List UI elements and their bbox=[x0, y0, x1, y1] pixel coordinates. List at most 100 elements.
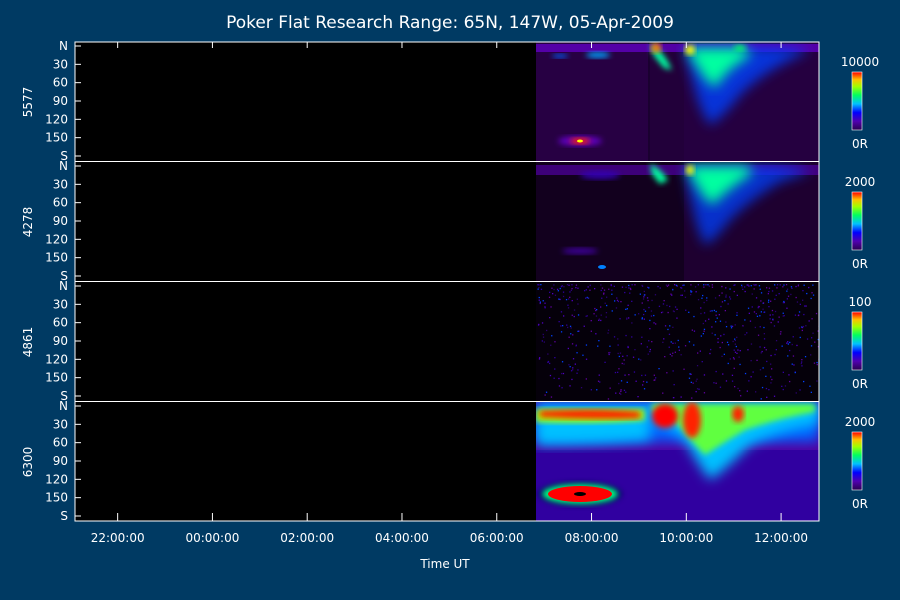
noise-pixel bbox=[597, 345, 599, 347]
noise-pixel bbox=[585, 378, 587, 380]
noise-pixel bbox=[727, 303, 729, 305]
noise-pixel bbox=[783, 284, 785, 286]
noise-pixel bbox=[614, 300, 616, 302]
noise-pixel bbox=[721, 292, 723, 294]
noise-pixel bbox=[771, 368, 773, 370]
y-tick-label: N bbox=[59, 399, 68, 413]
noise-pixel bbox=[786, 298, 788, 300]
noise-pixel bbox=[739, 390, 741, 392]
noise-pixel bbox=[674, 351, 676, 353]
noise-pixel bbox=[571, 314, 573, 316]
noise-pixel bbox=[701, 361, 703, 363]
noise-pixel bbox=[791, 287, 793, 289]
noise-pixel bbox=[735, 345, 737, 348]
noise-pixel bbox=[714, 297, 717, 299]
noise-pixel bbox=[729, 358, 731, 360]
noise-pixel bbox=[715, 314, 717, 316]
noise-pixel bbox=[784, 385, 787, 387]
noise-pixel bbox=[814, 341, 816, 343]
noise-pixel bbox=[694, 286, 697, 288]
noise-pixel bbox=[680, 294, 682, 296]
noise-pixel bbox=[611, 293, 613, 295]
noise-pixel bbox=[561, 387, 563, 389]
noise-pixel bbox=[804, 305, 806, 307]
noise-pixel bbox=[808, 286, 810, 289]
noise-pixel bbox=[697, 352, 699, 354]
noise-pixel bbox=[539, 301, 541, 303]
noise-pixel bbox=[586, 296, 588, 299]
noise-pixel bbox=[791, 343, 793, 346]
noise-pixel bbox=[575, 344, 577, 346]
noise-pixel bbox=[773, 325, 776, 327]
noise-pixel bbox=[584, 290, 586, 292]
noise-pixel bbox=[741, 286, 743, 288]
noise-pixel bbox=[649, 348, 651, 351]
noise-pixel bbox=[560, 285, 563, 288]
noise-pixel bbox=[737, 387, 739, 390]
noise-pixel bbox=[766, 287, 768, 289]
noise-pixel bbox=[678, 346, 680, 348]
noise-pixel bbox=[736, 352, 738, 354]
noise-pixel bbox=[733, 358, 735, 360]
noise-pixel bbox=[692, 382, 694, 384]
noise-pixel bbox=[611, 289, 613, 291]
noise-pixel bbox=[681, 294, 683, 296]
noise-pixel bbox=[572, 367, 574, 369]
noise-pixel bbox=[709, 310, 711, 312]
noise-pixel bbox=[538, 296, 540, 299]
noise-pixel bbox=[585, 297, 587, 299]
noise-pixel bbox=[607, 329, 610, 331]
noise-pixel bbox=[572, 358, 575, 360]
noise-pixel bbox=[754, 326, 756, 329]
noise-pixel bbox=[705, 284, 707, 286]
noise-pixel bbox=[736, 314, 738, 316]
noise-pixel bbox=[759, 288, 761, 290]
noise-pixel bbox=[786, 342, 788, 344]
noise-pixel bbox=[668, 333, 671, 335]
noise-pixel bbox=[760, 398, 762, 400]
noise-pixel bbox=[767, 293, 769, 295]
noise-pixel bbox=[646, 381, 648, 383]
noise-pixel bbox=[816, 363, 818, 366]
noise-pixel bbox=[680, 354, 682, 356]
noise-pixel bbox=[541, 340, 543, 342]
noise-pixel bbox=[621, 286, 624, 288]
noise-pixel bbox=[690, 293, 692, 296]
noise-pixel bbox=[798, 327, 801, 329]
noise-pixel bbox=[691, 397, 693, 399]
noise-pixel bbox=[638, 358, 640, 360]
noise-pixel bbox=[600, 314, 602, 316]
noise-pixel bbox=[585, 344, 588, 346]
noise-pixel bbox=[811, 292, 813, 294]
noise-pixel bbox=[789, 349, 791, 352]
noise-pixel bbox=[729, 298, 732, 300]
noise-pixel bbox=[643, 296, 645, 298]
noise-pixel bbox=[706, 297, 708, 299]
noise-pixel bbox=[615, 307, 618, 309]
noise-pixel bbox=[576, 372, 578, 374]
noise-pixel bbox=[782, 286, 784, 288]
noise-pixel bbox=[587, 286, 589, 288]
y-tick-label: S bbox=[60, 149, 68, 163]
noise-pixel bbox=[608, 288, 610, 290]
noise-pixel bbox=[646, 297, 649, 299]
noise-pixel bbox=[539, 302, 541, 305]
noise-pixel bbox=[671, 355, 673, 357]
noise-pixel bbox=[806, 338, 809, 340]
noise-pixel bbox=[676, 285, 678, 287]
noise-pixel bbox=[706, 299, 708, 302]
noise-pixel bbox=[721, 355, 723, 357]
y-tick-label: 30 bbox=[53, 177, 68, 191]
noise-pixel bbox=[549, 317, 551, 319]
noise-pixel bbox=[733, 290, 735, 293]
noise-pixel bbox=[553, 284, 555, 286]
noise-pixel bbox=[768, 290, 770, 293]
noise-pixel bbox=[763, 311, 765, 313]
noise-pixel bbox=[569, 291, 571, 293]
noise-pixel bbox=[801, 329, 803, 332]
noise-pixel bbox=[805, 325, 807, 327]
noise-pixel bbox=[560, 331, 563, 333]
noise-pixel bbox=[795, 392, 797, 394]
noise-pixel bbox=[766, 396, 768, 398]
noise-pixel bbox=[803, 284, 805, 286]
